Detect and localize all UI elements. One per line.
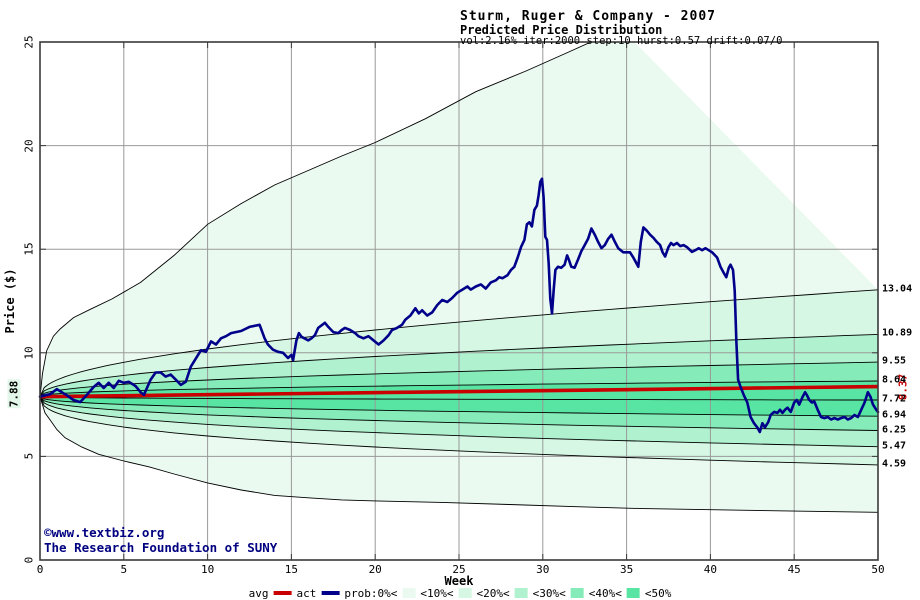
- band-value-label: 9.55: [882, 355, 907, 367]
- x-tick-label: 35: [619, 563, 634, 576]
- x-tick-label: 40: [703, 563, 718, 576]
- band-edge-1: [40, 289, 878, 397]
- band-edge-4: [40, 380, 878, 398]
- actual-price-line: [38, 177, 880, 434]
- x-tick-label: 45: [787, 563, 801, 576]
- band-value-label: 4.59: [882, 458, 907, 470]
- legend-band-swatch-1: [458, 588, 472, 598]
- x-axis-label: Week: [444, 574, 474, 588]
- legend-band-swatch-3: [570, 588, 584, 598]
- legend-band-swatch-4: [626, 588, 640, 598]
- x-tick-label: 15: [284, 563, 299, 576]
- x-tick-label: 25: [452, 563, 466, 576]
- x-tick-label: 10: [200, 563, 215, 576]
- band-value-label: 10.89: [882, 327, 913, 339]
- band-edge-9: [40, 396, 878, 466]
- legend-prob-threshold-label: <20%<: [476, 586, 510, 600]
- band-value-label: 7.72: [882, 393, 907, 405]
- x-tick-label: 5: [120, 563, 128, 576]
- watermark-url: ©www.textbiz.org: [44, 525, 165, 540]
- legend: avg act prob:0%< <10%< <20%< <30%< <40%< <50%: [247, 586, 674, 600]
- band-edge-0: [40, 42, 592, 397]
- band-edge-3: [40, 361, 878, 398]
- legend-prob-threshold-label: <30%<: [532, 586, 566, 600]
- probability-band-region-8: [40, 396, 878, 465]
- band-edge-10: [40, 396, 878, 513]
- legend-avg-line-swatch: [273, 591, 292, 595]
- band-value-label: 13.04: [882, 283, 913, 295]
- plot-frame: [39, 41, 879, 561]
- x-tick-label: 30: [536, 563, 550, 576]
- y-tick-label: 15: [22, 242, 36, 256]
- band-edges-group: [40, 42, 878, 513]
- x-tick-label: 0: [36, 563, 44, 576]
- y-tick-label: 10: [22, 346, 36, 360]
- band-edge-7: [40, 396, 878, 431]
- y-tick-label: 0: [22, 556, 36, 564]
- start-price-label: 7.88: [7, 379, 21, 409]
- chart-subtitle: Predicted Price Distribution: [460, 23, 663, 37]
- legend-band-swatch-2: [514, 588, 528, 598]
- legend-prob-threshold-label: <10%<: [420, 586, 454, 600]
- y-tick-label: 25: [22, 35, 36, 49]
- y-axis-label: Price ($): [3, 268, 17, 334]
- legend-avg-label: avg: [248, 586, 269, 600]
- legend-prob-threshold-label: <40%<: [588, 586, 622, 600]
- band-edge-2: [40, 333, 878, 397]
- legend-prob-threshold-label: <50%: [644, 586, 672, 600]
- band-edge-8: [40, 396, 878, 448]
- band-value-label: 8.64: [882, 374, 907, 386]
- band-value-label: 6.94: [882, 409, 907, 421]
- band-edge-6: [40, 396, 878, 417]
- chart-parameters: vol:2.16% iter:2000 step:10 hurst:0.57 d…: [460, 35, 783, 47]
- band-value-label: 5.47: [882, 440, 907, 452]
- probability-band-region-7: [40, 396, 878, 447]
- band-value-label: 6.25: [882, 424, 907, 435]
- legend-band-swatch-0: [402, 588, 416, 598]
- avg-price-line: [39, 384, 879, 399]
- y-tick-label: 20: [22, 138, 36, 153]
- legend-act-line-swatch: [321, 591, 340, 595]
- watermark-org: The Research Foundation of SUNY: [44, 540, 278, 555]
- legend-act-label: act: [296, 586, 317, 600]
- x-tick-label: 20: [368, 563, 382, 576]
- y-tick-label: 5: [22, 453, 36, 460]
- chart-title: Sturm, Ruger & Company - 2007: [460, 9, 716, 24]
- x-tick-label: 50: [871, 563, 885, 576]
- legend-prob-label: prob:0%<: [344, 586, 398, 600]
